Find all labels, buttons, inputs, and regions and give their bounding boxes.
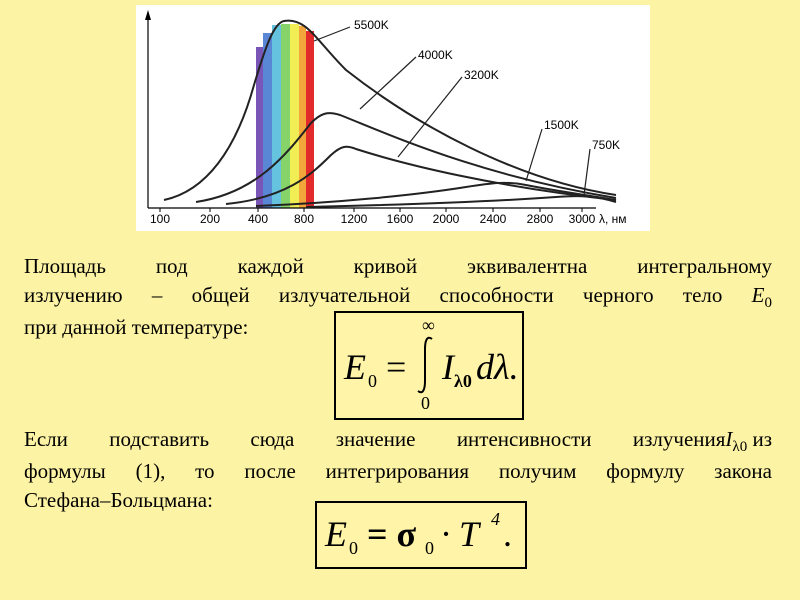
- f1-lhs-sub: 0: [368, 371, 377, 391]
- spectrum-stripe-yellow: [290, 24, 299, 208]
- leader-line-750K: [583, 148, 591, 196]
- f2-tail: · T: [441, 514, 480, 554]
- leader-line-4000K: [359, 56, 417, 110]
- leader-line-5500K: [313, 26, 351, 42]
- f1-integrand-sub: λ0: [454, 371, 472, 391]
- f1-differential: dλ.: [476, 347, 519, 387]
- x-tick-label: 1600: [387, 212, 414, 226]
- f1-lhs: E: [344, 347, 366, 387]
- curve-label-5500K: 5500K: [354, 18, 389, 32]
- spectrum-stripe-red: [306, 31, 314, 208]
- x-tick-label: 2000: [433, 212, 460, 226]
- integral-sign-icon: [417, 336, 433, 394]
- para2-symbol: I: [725, 427, 733, 451]
- curve-5500K: [163, 19, 617, 201]
- spectrum-stripe-blue: [263, 33, 272, 208]
- para2-symbol-group: Iλ0 из: [725, 425, 772, 457]
- f2-lhs-sub: 0: [349, 538, 358, 558]
- f2-power: 4: [491, 509, 500, 529]
- para1-line-2: излучению – общей излучательной способно…: [24, 281, 772, 313]
- stefan-boltzmann-formula-box: E 0 = σ 0 · T 4 .: [315, 501, 527, 569]
- visible-spectrum-band: [256, 24, 314, 208]
- curve-4000K: [195, 112, 617, 203]
- para1-symbol-subscript: 0: [764, 295, 773, 311]
- f2-lhs: E: [325, 514, 347, 554]
- x-axis-label: λ, нм: [599, 212, 627, 226]
- x-tick-label: 2800: [527, 212, 554, 226]
- spectrum-stripe-orange: [299, 26, 306, 208]
- leader-line-1500K: [525, 128, 543, 182]
- x-tick-label: 200: [200, 212, 220, 226]
- paragraph-area-under-curve: Площадь под каждой кривой эквивалентна и…: [24, 252, 772, 342]
- f2-rhs-sub: 0: [425, 538, 434, 558]
- f1-integrand: I: [442, 347, 454, 387]
- paragraph-stefan-boltzmann: Если подставить сюда значение интенсивно…: [24, 425, 772, 515]
- y-axis-arrow-icon: [145, 10, 151, 20]
- x-tick-label: 400: [248, 212, 268, 226]
- curve-750K: [305, 195, 617, 208]
- x-tick-label: 3000: [569, 212, 596, 226]
- f2-end: .: [503, 514, 512, 554]
- para2-line-1-end: из: [747, 427, 772, 451]
- integral-formula-box: E 0 = ∞ 0 I λ0 dλ.: [334, 311, 524, 420]
- para2-line-2: формулы (1), то после интегрирования пол…: [24, 459, 772, 483]
- f2-rhs: = σ: [367, 514, 417, 554]
- x-tick-label: 800: [294, 212, 314, 226]
- blackbody-spectrum-chart: 100 200 400 800 1200 1600 2000 2400 2800 3000 550…: [136, 5, 650, 231]
- curve-label-4000K: 4000K: [418, 48, 453, 62]
- curve-labels: 5500K 4000K 3200K 1500K 750K: [313, 18, 620, 196]
- x-ticks: 100 200 400 800 1200 1600 2000 2400 2800 3000: [150, 208, 596, 226]
- f1-equals: =: [386, 347, 407, 387]
- x-tick-label: 100: [150, 212, 170, 226]
- f1-lower-limit: 0: [421, 393, 430, 413]
- para1-line-2-text: излучению – общей излучательной способно…: [24, 283, 752, 307]
- para1-symbol: E: [751, 283, 765, 307]
- para1-line-1: Площадь под каждой кривой эквивалентна и…: [24, 254, 772, 278]
- curves: [163, 19, 617, 208]
- f1-upper-limit: ∞: [422, 315, 435, 335]
- para2-line-1: Если подставить сюда значение интенсивно…: [24, 425, 772, 457]
- curve-label-1500K: 1500K: [544, 118, 579, 132]
- curve-1500K: [255, 181, 617, 207]
- para1-line-3: при данной температуре:: [24, 315, 249, 339]
- chart-svg: 100 200 400 800 1200 1600 2000 2400 2800 3000 550…: [145, 10, 627, 226]
- spectrum-stripe-green: [281, 24, 290, 208]
- x-tick-label: 1200: [341, 212, 368, 226]
- spectrum-stripe-cyan: [272, 25, 281, 208]
- leader-line-3200K: [397, 76, 463, 158]
- chart-axes: [145, 10, 596, 209]
- curve-label-3200K: 3200K: [464, 68, 499, 82]
- curve-label-750K: 750K: [592, 138, 620, 152]
- para2-symbol-subscript: λ0: [732, 439, 748, 455]
- x-tick-label: 2400: [480, 212, 507, 226]
- spectrum-stripe-violet: [256, 47, 263, 208]
- para2-line-3: Стефана–Больцмана:: [24, 488, 213, 512]
- para2-line-1-text: Если подставить сюда значение интенсивно…: [24, 427, 726, 451]
